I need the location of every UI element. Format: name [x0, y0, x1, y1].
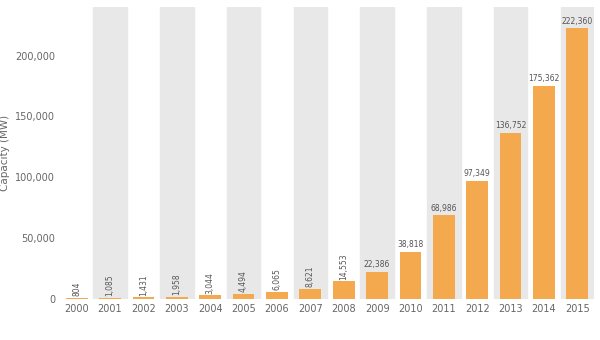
Bar [533, 86, 555, 299]
Bar [400, 252, 421, 299]
Bar [99, 298, 121, 299]
Bar [427, 7, 461, 299]
Bar [66, 298, 88, 299]
Bar [433, 215, 455, 299]
Bar [361, 7, 394, 299]
Text: 22,386: 22,386 [364, 260, 390, 270]
Text: 1,085: 1,085 [106, 274, 115, 296]
Text: 136,752: 136,752 [495, 121, 526, 130]
Text: 804: 804 [72, 282, 81, 296]
Text: 14,553: 14,553 [339, 253, 348, 279]
Bar [293, 7, 327, 299]
Bar [94, 7, 127, 299]
Bar [566, 28, 588, 299]
Bar [494, 7, 527, 299]
Text: 1,958: 1,958 [172, 273, 181, 295]
Bar [233, 294, 254, 299]
Text: 4,494: 4,494 [239, 270, 248, 292]
Bar [366, 272, 388, 299]
Bar [160, 7, 193, 299]
Text: 3,044: 3,044 [206, 272, 215, 294]
Bar [199, 295, 221, 299]
Bar [299, 289, 321, 299]
Bar [133, 298, 154, 299]
Bar [466, 181, 488, 299]
Text: 8,621: 8,621 [306, 265, 315, 287]
Bar [166, 297, 188, 299]
Text: 222,360: 222,360 [562, 17, 593, 26]
Text: 38,818: 38,818 [397, 240, 424, 250]
Bar [227, 7, 260, 299]
Y-axis label: Capacity (MW): Capacity (MW) [0, 115, 10, 191]
Bar [333, 282, 355, 299]
Bar [266, 292, 288, 299]
Text: 6,065: 6,065 [272, 268, 281, 290]
Text: 97,349: 97,349 [464, 169, 491, 178]
Text: 68,986: 68,986 [431, 204, 457, 213]
Bar [500, 133, 521, 299]
Bar [560, 7, 594, 299]
Text: 1,431: 1,431 [139, 274, 148, 295]
Text: 175,362: 175,362 [528, 74, 560, 83]
